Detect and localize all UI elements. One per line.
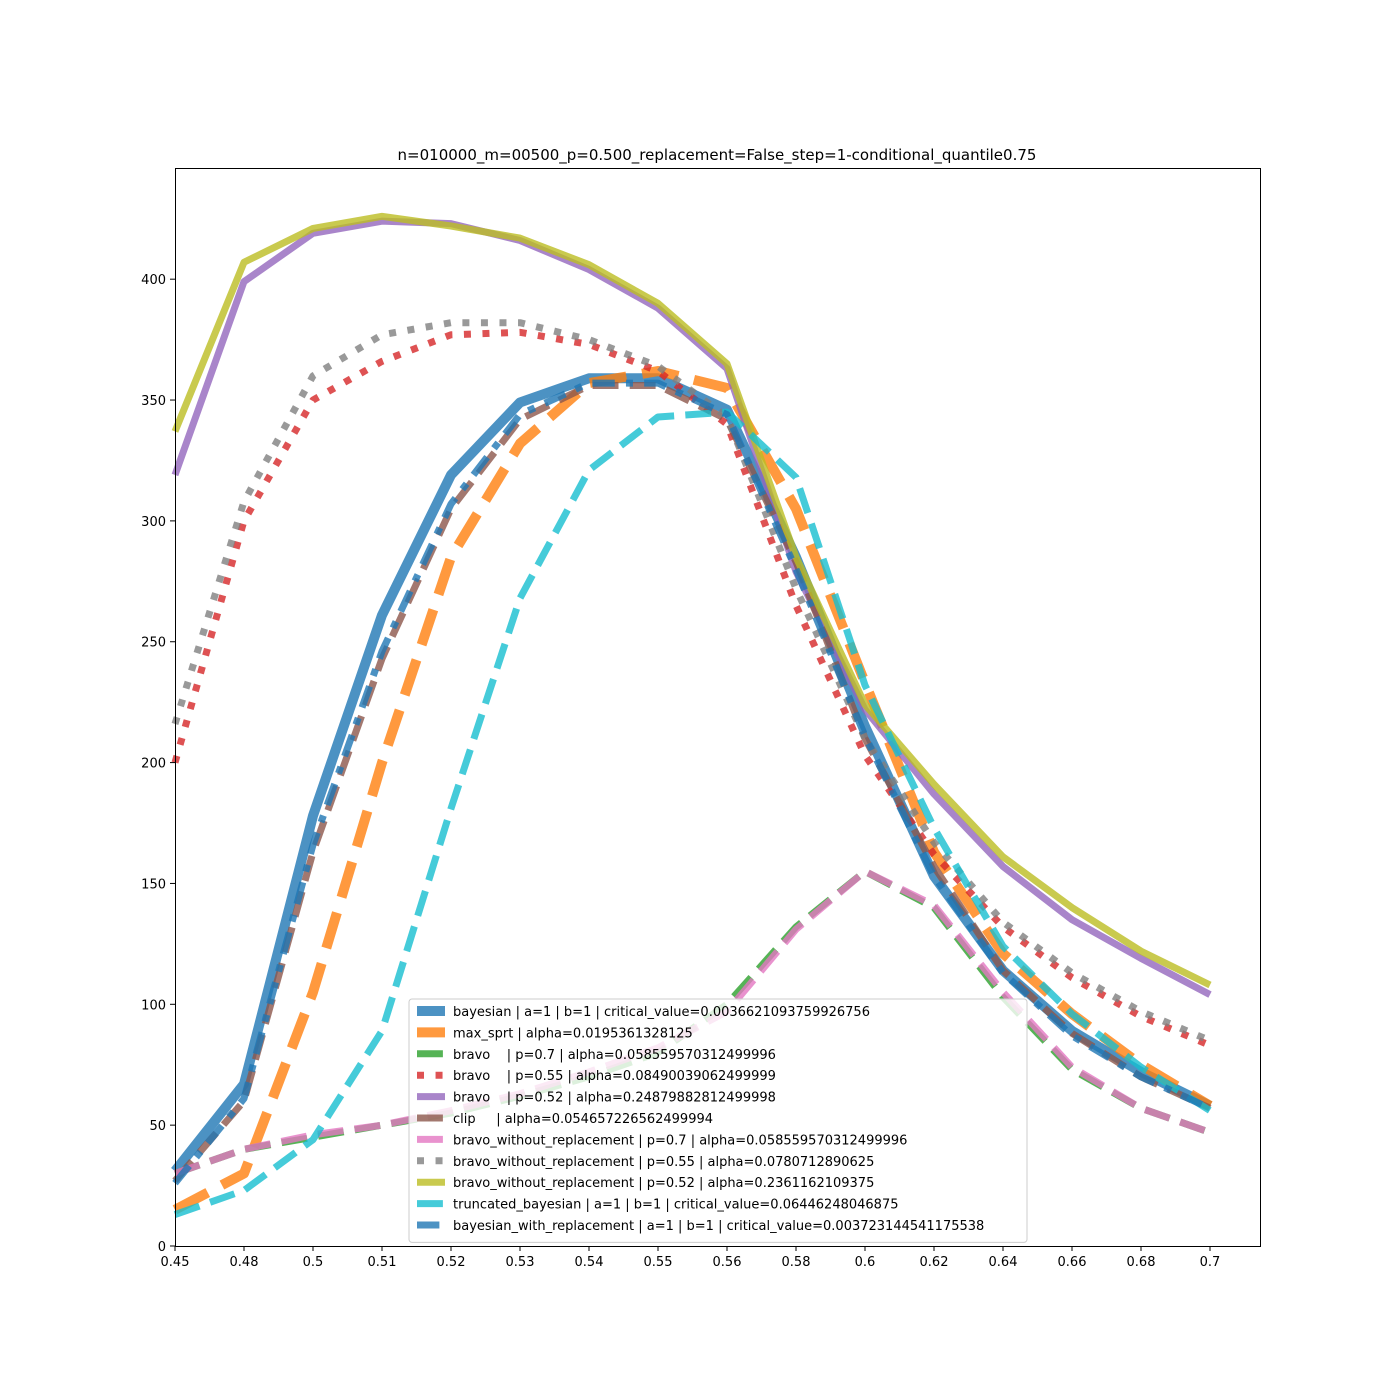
y-tick-label: 150 [141,877,166,892]
legend-label: bravo_without_replacement | p=0.7 | alph… [453,1133,907,1148]
series-layer [171,212,1213,1218]
x-tick-label: 0.55 [644,1255,673,1270]
legend-label: bravo_without_replacement | p=0.55 | alp… [453,1155,874,1170]
legend-label: bravo_without_replacement | p=0.52 | alp… [453,1176,874,1191]
x-tick-label: 0.7 [1200,1255,1221,1270]
y-tick-label: 250 [141,636,166,651]
legend-label: bayesian | a=1 | b=1 | critical_value=0.… [453,1005,870,1020]
x-tick-label: 0.62 [920,1255,949,1270]
series-line-11 [172,379,1212,1186]
series-line-8 [171,319,1212,1044]
x-tick-label: 0.45 [161,1255,190,1270]
x-axis: 0.45 0.48 0.5 0.51 0.52 0.53 0.54 0.55 0.56 0.58 0… [161,1246,1221,1270]
plot-frame [175,168,1261,1247]
y-tick-label: 400 [141,273,166,288]
legend: bayesian | a=1 | b=1 | critical_value=0.… [408,998,1028,1243]
series-line-2 [172,366,1213,1215]
x-tick-label: 0.5 [303,1255,324,1270]
y-tick-label: 300 [141,515,166,530]
legend-label: max_sprt | alpha=0.0195361328125 [453,1026,693,1041]
x-tick-label: 0.54 [575,1255,604,1270]
series-line-9 [171,212,1212,989]
legend-label: bravo | p=0.52 | alpha=0.248798828124999… [453,1091,776,1106]
legend-label: bravo | p=0.7 | alpha=0.0585595703124999… [453,1048,776,1063]
y-tick-label: 0 [158,1240,166,1255]
legend-box [408,998,1028,1243]
legend-label: clip | alpha=0.054657226562499994 [453,1112,713,1127]
y-axis: 0 50 100 150 200 250 300 350 400 [141,273,175,1255]
x-tick-label: 0.64 [989,1255,1018,1270]
x-tick-label: 0.53 [506,1255,535,1270]
x-tick-label: 0.6 [855,1255,876,1270]
x-tick-label: 0.56 [713,1255,742,1270]
series-line-5 [171,217,1212,998]
series-line-10 [173,408,1212,1218]
x-tick-label: 0.51 [368,1255,397,1270]
x-tick-label: 0.48 [230,1255,259,1270]
x-tick-label: 0.66 [1058,1255,1087,1270]
legend-label: bravo | p=0.55 | alpha=0.084900390624999… [453,1069,776,1084]
series-line-4 [171,328,1212,1049]
x-tick-label: 0.68 [1127,1255,1156,1270]
y-tick-label: 100 [141,998,166,1013]
y-tick-label: 50 [149,1119,166,1134]
chart-title: n=010000_m=00500_p=0.500_replacement=Fal… [398,146,1037,165]
y-tick-label: 200 [141,757,166,772]
x-tick-label: 0.58 [782,1255,811,1270]
x-tick-label: 0.52 [437,1255,466,1270]
y-tick-label: 350 [141,394,166,409]
legend-label: truncated_bayesian | a=1 | b=1 | critica… [453,1198,899,1213]
legend-label: bayesian_with_replacement | a=1 | b=1 | … [453,1219,984,1234]
